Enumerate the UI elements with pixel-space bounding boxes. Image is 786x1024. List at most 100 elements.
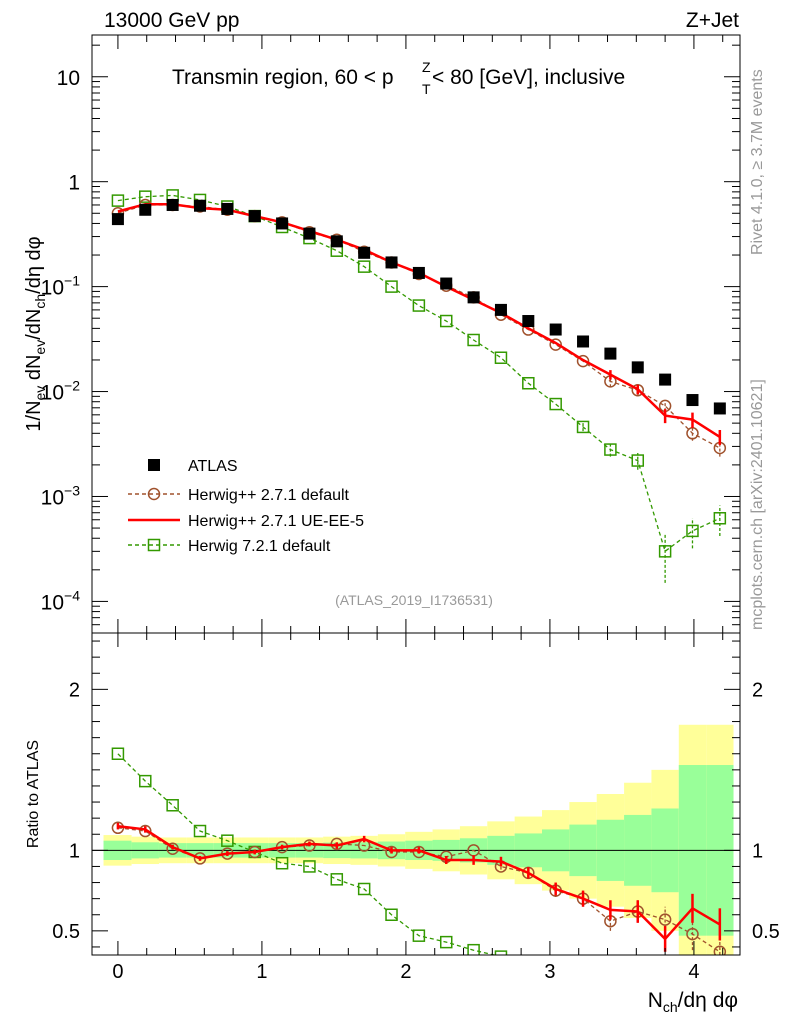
main-square-marker — [357, 260, 371, 273]
main-atlas-point — [303, 227, 316, 240]
main-circle-marker — [631, 383, 645, 397]
ratio-y-tick-label-right: 1 — [752, 840, 763, 862]
ratio-y-axis-label: Ratio to ATLAS — [25, 740, 42, 848]
main-atlas-point — [577, 335, 590, 348]
legend: ATLAS Herwig++ 2.7.1 default Herwig++ 2.… — [128, 458, 364, 555]
ratio-square-marker — [578, 967, 589, 978]
ratio-square-marker — [412, 929, 426, 942]
x-tick-label: 0 — [112, 961, 123, 983]
main-atlas-point — [385, 256, 398, 269]
main-square-marker — [604, 443, 617, 456]
ratio-square-marker — [632, 974, 643, 985]
main-square-marker — [631, 454, 645, 467]
ratio-square-marker — [467, 943, 480, 955]
main-y-tick-label: 10−3 — [41, 482, 81, 509]
ratio-square-marker — [523, 958, 534, 969]
ratio-herwig-2-7-1-ue-ee-5 — [116, 822, 722, 952]
rivet-version-label: Rivet 4.1.0, ≥ 3.7M events — [749, 69, 766, 255]
ratio-y-tick-label-right: 0.5 — [752, 921, 780, 943]
ratio-square-marker — [166, 799, 179, 812]
x-tick-label: 2 — [400, 961, 411, 983]
main-atlas-point — [221, 202, 234, 215]
ratio-square-marker — [605, 970, 616, 981]
ratio-square-marker — [660, 977, 671, 988]
ratio-square-marker — [275, 856, 289, 870]
main-panel: Transmin region, 60 < p Z T < 80 [GeV], … — [23, 34, 741, 634]
main-atlas-point — [194, 199, 206, 212]
ratio-y-tick-label: 1 — [69, 840, 80, 862]
main-square-marker — [139, 190, 152, 203]
main-title-suffix: < 80 [GeV], inclusive — [432, 66, 625, 89]
main-atlas-point — [494, 303, 507, 316]
ratio-y-tick-label: 0.5 — [52, 921, 80, 943]
main-square-marker — [494, 351, 508, 364]
main-title-sup: Z — [422, 59, 431, 75]
main-square-marker — [439, 314, 453, 328]
ratio-square-marker — [111, 747, 125, 760]
main-atlas-point — [522, 315, 535, 328]
main-atlas-point — [248, 210, 261, 223]
main-y-tick-label: 10−1 — [41, 273, 81, 300]
mcplots-label: mcplots.cern.ch [arXiv:2401.10621] — [749, 379, 766, 630]
ratio-panel: 0.5 0.5 1 1 2 2 0 1 2 3 4 Ratio to ATLAS Nch/dη dφ — [25, 632, 780, 1015]
main-series-layer — [111, 189, 727, 583]
main-circle-marker — [549, 338, 562, 351]
main-atlas-point — [330, 235, 343, 248]
main-atlas-point — [686, 394, 699, 407]
main-title: Transmin region, 60 < p Z T < 80 [GeV], … — [172, 59, 625, 97]
main-square-marker — [549, 397, 562, 411]
ratio-square-marker — [303, 860, 316, 873]
ratio-square-marker — [139, 774, 152, 788]
ratio-square-marker — [193, 824, 207, 838]
ratio-y-tick-label: 2 — [69, 679, 80, 701]
legend-herwigpp-default-label: Herwig++ 2.7.1 default — [188, 487, 350, 504]
ratio-y-tick-label-right: 2 — [752, 679, 763, 701]
legend-atlas-label: ATLAS — [188, 458, 238, 475]
main-atlas-point — [604, 347, 617, 360]
main-y-tick-label: 1 — [68, 172, 80, 195]
main-atlas-point — [412, 266, 425, 279]
main-y-tick-label: 10−2 — [41, 378, 81, 405]
ratio-plot-frame — [91, 632, 741, 956]
main-atlas-point — [467, 291, 480, 304]
ratio-square-marker — [221, 834, 234, 847]
main-atlas-point — [659, 373, 672, 386]
main-y-tick-label: 10 — [57, 67, 80, 90]
main-atlas-point — [358, 246, 371, 259]
ratio-circle-marker — [385, 845, 398, 859]
main-atlas-point — [631, 361, 644, 374]
main-square-marker — [111, 194, 125, 207]
main-herwig-2-7-1-default — [111, 198, 727, 457]
main-square-marker — [467, 333, 480, 347]
ratio-series-line — [117, 753, 498, 955]
x-tick-label: 1 — [256, 961, 267, 983]
main-series-line — [117, 194, 721, 553]
main-series-line — [117, 202, 721, 438]
main-y-tick-label: 10−4 — [41, 587, 81, 614]
ratio-circle-marker — [658, 913, 672, 926]
main-atlas-point — [440, 277, 453, 290]
analysis-reference: (ATLAS_2019_I1736531) — [335, 592, 493, 608]
x-tick-label: 4 — [688, 961, 699, 983]
main-square-marker — [385, 280, 398, 293]
main-square-marker — [686, 524, 699, 538]
main-title-sub: T — [422, 81, 431, 97]
legend-herwig7-default-label: Herwig 7.2.1 default — [188, 538, 331, 555]
ratio-square-marker — [439, 935, 453, 949]
ratio-square-marker — [330, 873, 344, 886]
header-energy-label: 13000 GeV pp — [104, 9, 239, 32]
main-square-marker — [576, 420, 590, 434]
header-process-label: Z+Jet — [686, 9, 739, 32]
main-atlas-point — [549, 323, 562, 336]
main-axis-ticks: 10 1 10−1 10−2 10−3 10−4 — [41, 35, 740, 634]
main-atlas-point — [713, 402, 726, 415]
legend-herwigpp-default-marker — [147, 487, 161, 501]
ratio-circle-marker — [686, 927, 699, 941]
ratio-circle-marker — [139, 824, 152, 838]
main-atlas — [111, 198, 726, 415]
main-y-axis-label: 1/Nev dNev/dNch/dη dφ — [23, 236, 48, 431]
main-atlas-point — [166, 198, 179, 211]
main-title-prefix: Transmin region, 60 < p — [172, 66, 394, 89]
main-atlas-point — [139, 203, 152, 216]
